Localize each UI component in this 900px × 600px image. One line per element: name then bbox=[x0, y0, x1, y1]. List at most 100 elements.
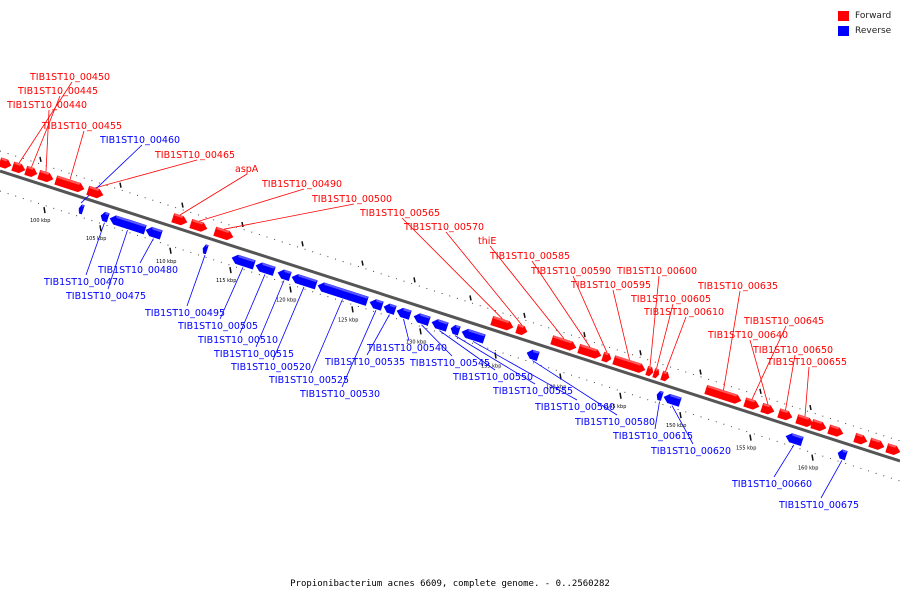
reverse-gene[interactable] bbox=[317, 281, 369, 306]
reverse-gene[interactable] bbox=[383, 302, 397, 315]
forward-gene[interactable] bbox=[777, 408, 794, 422]
reverse-gene[interactable] bbox=[396, 307, 412, 320]
reverse-gene-label[interactable]: TIB1ST10_00510 bbox=[197, 335, 278, 346]
forward-gene-label[interactable]: TIB1ST10_00465 bbox=[154, 150, 235, 161]
forward-gene[interactable] bbox=[868, 437, 886, 451]
reverse-gene[interactable] bbox=[431, 318, 449, 332]
reverse-gene[interactable] bbox=[785, 432, 804, 447]
kbp-tick bbox=[679, 411, 682, 419]
forward-gene[interactable] bbox=[37, 169, 55, 183]
reverse-gene-label[interactable]: TIB1ST10_00540 bbox=[366, 343, 447, 354]
reverse-gene[interactable] bbox=[255, 261, 276, 276]
forward-gene[interactable] bbox=[612, 355, 647, 375]
forward-gene[interactable] bbox=[652, 368, 661, 379]
reverse-gene[interactable] bbox=[837, 449, 848, 461]
forward-gene-label[interactable]: TIB1ST10_00440 bbox=[6, 100, 87, 111]
forward-gene[interactable] bbox=[213, 226, 235, 241]
forward-gene-label[interactable]: TIB1ST10_00490 bbox=[261, 179, 342, 190]
reverse-gene-label[interactable]: TIB1ST10_00515 bbox=[213, 349, 294, 360]
forward-gene-label[interactable]: aspA bbox=[235, 164, 259, 175]
forward-gene[interactable] bbox=[660, 370, 671, 382]
forward-gene-label[interactable]: TIB1ST10_00645 bbox=[743, 316, 824, 327]
reverse-gene-label[interactable]: TIB1ST10_00660 bbox=[731, 479, 812, 490]
reverse-gene-label[interactable]: TIB1ST10_00560 bbox=[534, 402, 615, 413]
reverse-gene[interactable] bbox=[450, 324, 461, 336]
reverse-gene[interactable] bbox=[202, 244, 209, 255]
forward-gene-label[interactable]: TIB1ST10_00595 bbox=[570, 280, 651, 291]
forward-gene[interactable] bbox=[171, 213, 189, 226]
forward-gene[interactable] bbox=[54, 175, 86, 194]
forward-gene-label[interactable]: TIB1ST10_00455 bbox=[41, 121, 122, 132]
forward-gene-label[interactable]: TIB1ST10_00605 bbox=[630, 294, 711, 305]
reverse-gene-label[interactable]: TIB1ST10_00545 bbox=[409, 358, 490, 369]
reverse-gene[interactable] bbox=[109, 214, 147, 235]
reverse-gene[interactable] bbox=[277, 268, 292, 282]
reverse-gene[interactable] bbox=[231, 253, 256, 270]
forward-gene[interactable] bbox=[704, 384, 743, 405]
forward-gene[interactable] bbox=[577, 343, 603, 360]
forward-gene[interactable] bbox=[24, 165, 39, 178]
forward-gene-label[interactable]: TIB1ST10_00590 bbox=[530, 266, 611, 277]
reverse-gene-label[interactable]: TIB1ST10_00480 bbox=[97, 265, 178, 276]
forward-gene[interactable] bbox=[601, 351, 613, 363]
forward-gene[interactable] bbox=[550, 335, 578, 352]
reverse-leader-line bbox=[671, 405, 694, 445]
forward-gene[interactable] bbox=[490, 315, 515, 331]
forward-gene[interactable] bbox=[810, 419, 828, 432]
forward-gene[interactable] bbox=[645, 365, 655, 377]
forward-gene[interactable] bbox=[86, 185, 105, 199]
reverse-gene[interactable] bbox=[100, 211, 110, 223]
forward-gene-label[interactable]: TIB1ST10_00500 bbox=[311, 194, 392, 205]
forward-gene-label[interactable]: TIB1ST10_00610 bbox=[643, 307, 724, 318]
forward-gene-label[interactable]: TIB1ST10_00640 bbox=[707, 330, 788, 341]
reverse-gene-label[interactable]: TIB1ST10_00530 bbox=[299, 389, 380, 400]
forward-leader-line bbox=[531, 260, 591, 348]
forward-gene-label[interactable]: TIB1ST10_00565 bbox=[359, 208, 440, 219]
forward-gene[interactable] bbox=[0, 157, 12, 170]
forward-gene[interactable] bbox=[11, 161, 27, 174]
reverse-gene-label[interactable]: TIB1ST10_00675 bbox=[778, 500, 859, 511]
reverse-gene-label[interactable]: TIB1ST10_00470 bbox=[43, 277, 124, 288]
forward-gene-label[interactable]: TIB1ST10_00570 bbox=[403, 222, 484, 233]
forward-gene[interactable] bbox=[515, 323, 529, 336]
reverse-gene-label[interactable]: TIB1ST10_00550 bbox=[452, 372, 533, 383]
reverse-gene-label[interactable]: TIB1ST10_00580 bbox=[574, 417, 655, 428]
forward-gene[interactable] bbox=[189, 218, 209, 233]
reverse-gene[interactable] bbox=[145, 226, 163, 240]
forward-gene-label[interactable]: TIB1ST10_00650 bbox=[752, 345, 833, 356]
forward-gene[interactable] bbox=[885, 443, 900, 457]
reverse-gene[interactable] bbox=[78, 204, 85, 215]
forward-gene-label[interactable]: TIB1ST10_00655 bbox=[766, 357, 847, 368]
track-tick-outer bbox=[181, 202, 184, 208]
reverse-gene-label[interactable]: TIB1ST10_00505 bbox=[177, 321, 258, 332]
forward-gene-label[interactable]: TIB1ST10_00445 bbox=[17, 86, 98, 97]
reverse-gene-label[interactable]: TIB1ST10_00475 bbox=[65, 291, 146, 302]
forward-gene-label[interactable]: TIB1ST10_00450 bbox=[29, 72, 110, 83]
forward-gene[interactable] bbox=[743, 397, 761, 411]
forward-gene-label[interactable]: TIB1ST10_00585 bbox=[489, 251, 570, 262]
forward-gene-label[interactable]: thiE bbox=[478, 236, 496, 247]
forward-gene-label[interactable]: TIB1ST10_00635 bbox=[697, 281, 778, 292]
track-tick-outer bbox=[241, 221, 244, 228]
reverse-gene-label[interactable]: TIB1ST10_00555 bbox=[492, 386, 573, 397]
forward-gene[interactable] bbox=[760, 402, 776, 415]
reverse-gene[interactable] bbox=[663, 393, 682, 407]
forward-gene[interactable] bbox=[827, 424, 845, 438]
forward-gene[interactable] bbox=[853, 432, 869, 445]
forward-gene-label[interactable]: TIB1ST10_00600 bbox=[616, 266, 697, 277]
reverse-gene[interactable] bbox=[461, 328, 486, 344]
reverse-gene-label[interactable]: TIB1ST10_00535 bbox=[324, 357, 405, 368]
reverse-gene-label[interactable]: TIB1ST10_00620 bbox=[650, 446, 731, 457]
reverse-gene[interactable] bbox=[291, 273, 318, 290]
forward-gene[interactable] bbox=[795, 414, 815, 429]
reverse-gene[interactable] bbox=[369, 298, 384, 311]
reverse-gene-label[interactable]: TIB1ST10_00520 bbox=[230, 362, 311, 373]
reverse-gene[interactable] bbox=[526, 349, 540, 361]
reverse-gene[interactable] bbox=[656, 390, 664, 401]
reverse-gene-label[interactable]: TIB1ST10_00615 bbox=[612, 431, 693, 442]
reverse-gene-label[interactable]: TIB1ST10_00495 bbox=[144, 308, 225, 319]
reverse-gene-label[interactable]: TIB1ST10_00525 bbox=[268, 375, 349, 386]
reverse-gene[interactable] bbox=[413, 312, 431, 326]
reverse-leader-line bbox=[341, 309, 377, 388]
reverse-gene-label[interactable]: TIB1ST10_00460 bbox=[99, 135, 180, 146]
